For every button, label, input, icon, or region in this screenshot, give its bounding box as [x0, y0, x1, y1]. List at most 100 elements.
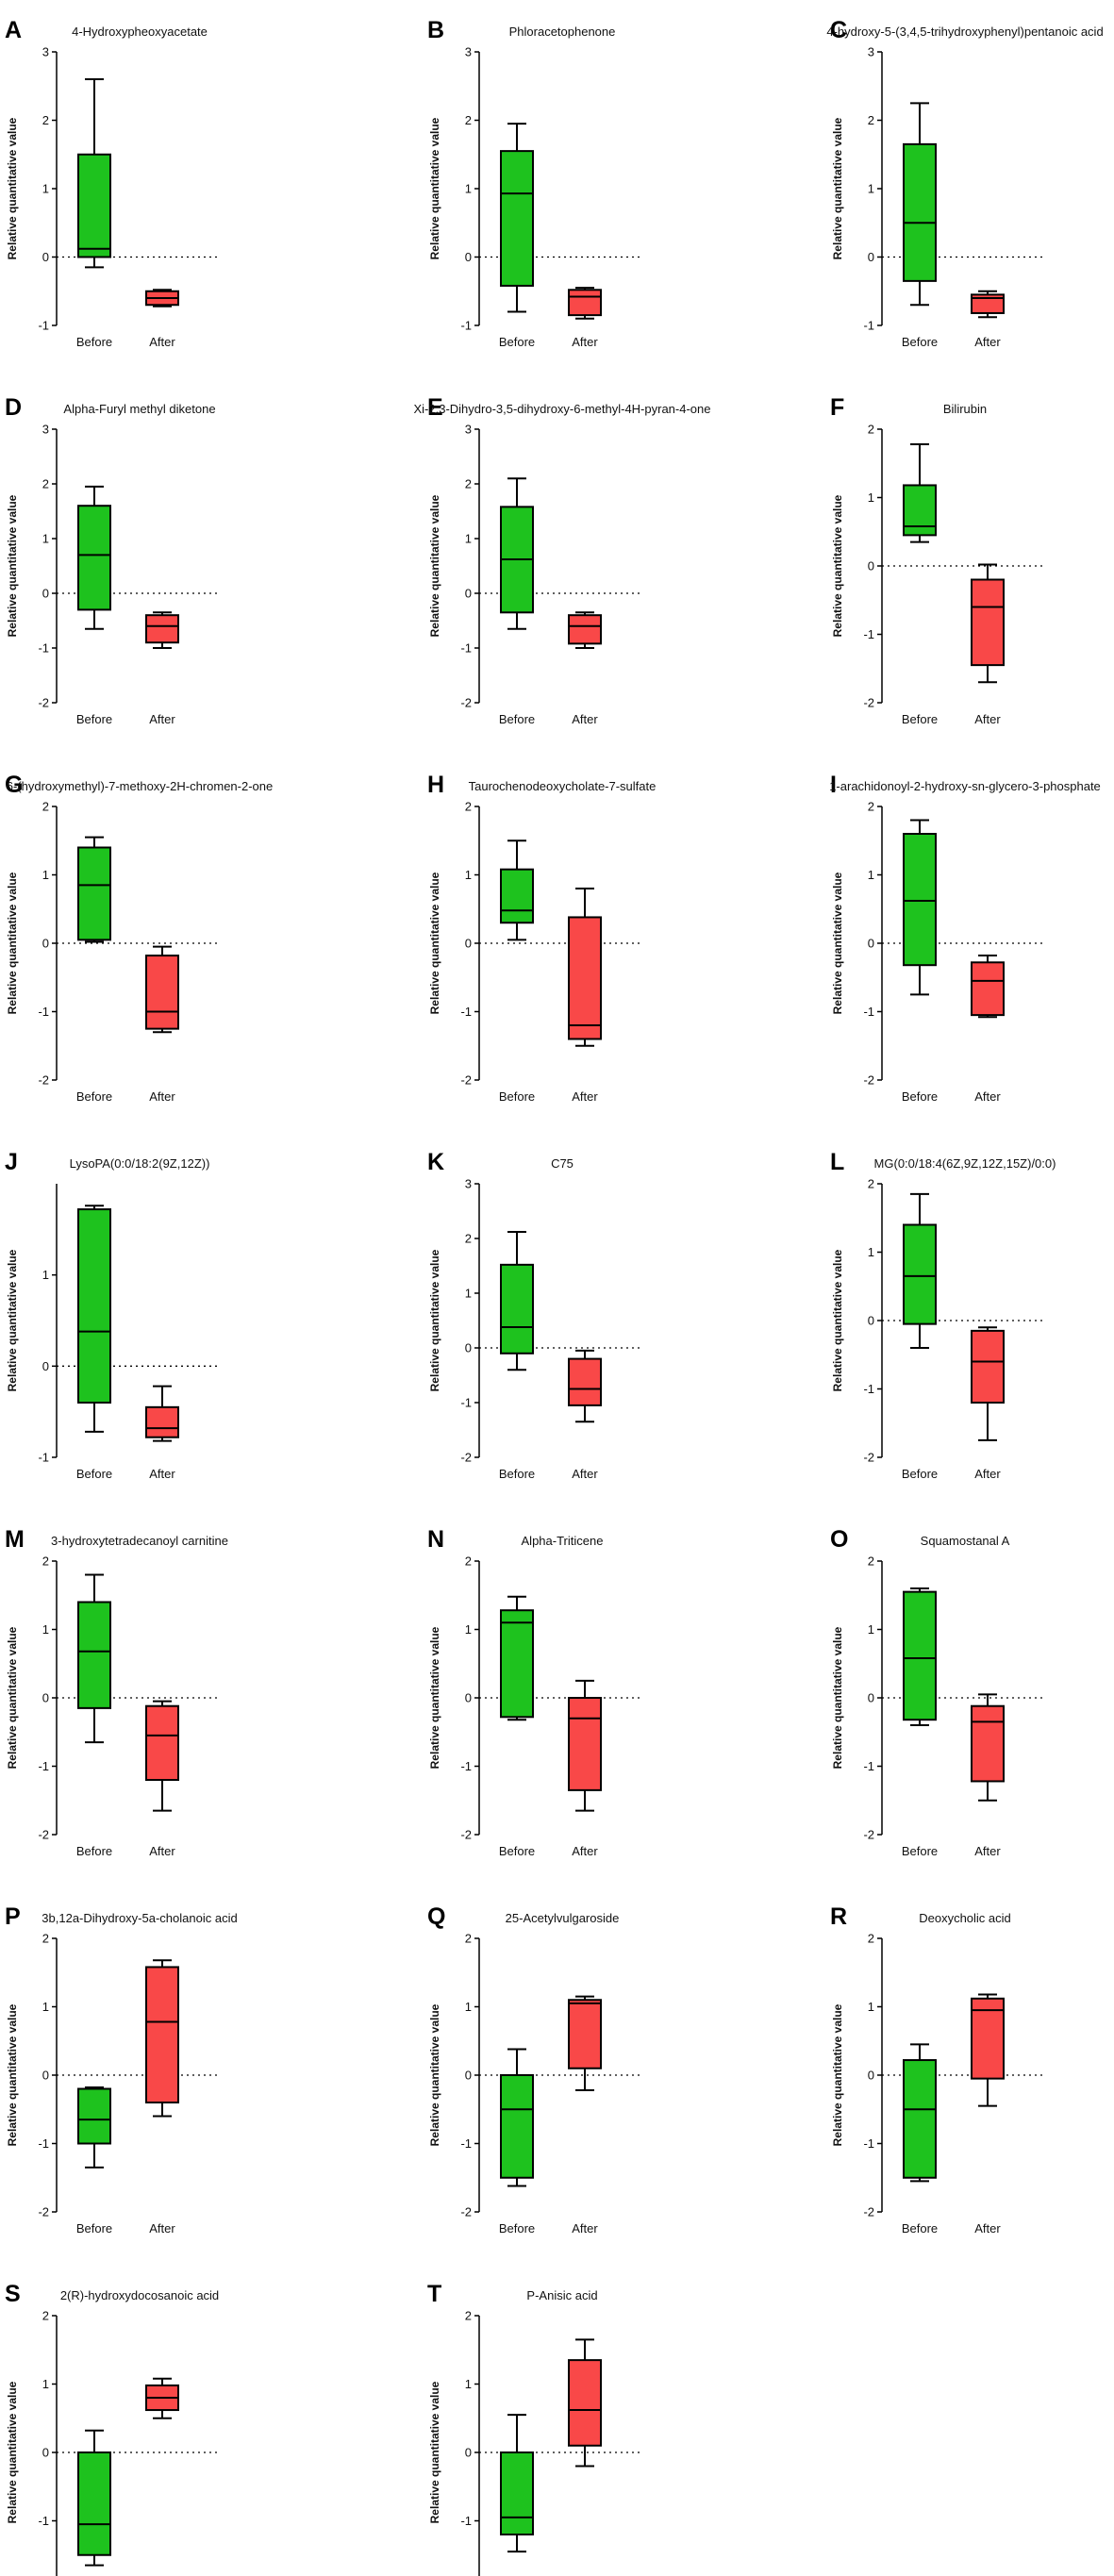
y-axis-label: Relative quantitative value — [428, 1626, 441, 1769]
y-tick-label: 1 — [868, 182, 874, 196]
box-before — [77, 2429, 111, 2567]
panel-letter: H — [427, 772, 444, 798]
panel-letter: C — [830, 17, 847, 43]
iqr-box — [145, 955, 179, 1030]
y-tick-label: -1 — [38, 1759, 49, 1773]
box-before — [903, 2043, 937, 2183]
panel-title: C75 — [551, 1156, 574, 1171]
x-category-label: After — [149, 712, 175, 726]
iqr-box — [77, 846, 111, 941]
y-tick-label: 0 — [868, 2069, 874, 2083]
y-tick-label: -1 — [863, 2136, 874, 2151]
y-tick-label: -1 — [460, 319, 472, 333]
y-tick-label: -2 — [863, 2205, 874, 2219]
panel-title: Deoxycholic acid — [919, 1911, 1011, 1925]
box-after — [145, 1700, 179, 1812]
x-category-label: After — [572, 1844, 598, 1858]
y-tick-label: 1 — [868, 2000, 874, 2014]
panel-title: MG(0:0/18:4(6Z,9Z,12Z,15Z)/0:0) — [874, 1156, 1056, 1171]
panel-title: 4-hydroxy-5-(3,4,5-trihydroxyphenyl)pent… — [826, 25, 1103, 39]
y-tick-label: 2 — [42, 1554, 49, 1569]
iqr-box — [77, 505, 111, 611]
iqr-box — [145, 614, 179, 644]
y-tick-label: 0 — [465, 2069, 472, 2083]
y-tick-label: -1 — [863, 319, 874, 333]
iqr-box — [145, 1405, 179, 1438]
iqr-box — [971, 961, 1005, 1017]
x-category-label: After — [572, 335, 598, 349]
iqr-box — [77, 2451, 111, 2556]
box-before — [500, 123, 534, 313]
y-axis-label: Relative quantitative value — [831, 2003, 844, 2146]
panel-d: D Alpha-Furyl methyl diketone -2 -1 0 1 2 3 Rela… — [5, 394, 217, 726]
y-tick-label: -1 — [460, 1759, 472, 1773]
iqr-box — [568, 1357, 602, 1406]
y-tick-label: 2 — [42, 1932, 49, 1946]
iqr-box — [500, 1609, 534, 1719]
box-before — [903, 819, 937, 996]
panel-a: A 4-Hydroxypheoxyacetate -1 0 1 2 3 Relative qu… — [5, 17, 217, 349]
panel-title: Xi-2,3-Dihydro-3,5-dihydroxy-6-methyl-4H… — [413, 402, 710, 416]
x-category-label: Before — [76, 335, 112, 349]
panel-g: G6-(hydroxymethyl)-7-methoxy-2H-chromen-… — [5, 772, 273, 1104]
y-tick-label: -1 — [38, 2514, 49, 2528]
y-tick-label: 0 — [42, 1691, 49, 1705]
y-tick-label: -2 — [863, 1073, 874, 1088]
box-before — [500, 1231, 534, 1371]
box-before — [77, 78, 111, 269]
y-tick-label: 0 — [465, 1691, 472, 1705]
iqr-box — [77, 153, 111, 258]
panel-c: C4-hydroxy-5-(3,4,5-trihydroxyphenyl)pen… — [826, 17, 1103, 349]
y-tick-label: -1 — [38, 641, 49, 656]
panel-e: EXi-2,3-Dihydro-3,5-dihydroxy-6-methyl-4… — [413, 394, 710, 726]
y-axis-label: Relative quantitative value — [428, 494, 441, 637]
y-tick-label: 0 — [868, 1691, 874, 1705]
y-tick-label: 2 — [465, 1932, 472, 1946]
y-tick-label: 3 — [42, 423, 49, 437]
y-tick-label: 1 — [42, 868, 49, 882]
y-tick-label: 1 — [42, 532, 49, 546]
y-tick-label: 0 — [42, 587, 49, 601]
panel-o: O Squamostanal A -2 -1 0 1 2 Relative quantitat… — [830, 1526, 1042, 1858]
y-axis-label: Relative quantitative value — [831, 1626, 844, 1769]
y-tick-label: 0 — [42, 2069, 49, 2083]
y-tick-label: 2 — [868, 113, 874, 127]
panel-letter: L — [830, 1149, 844, 1175]
y-tick-label: 0 — [465, 1341, 472, 1355]
panel-k: K C75 -2 -1 0 1 2 3 Relative quantitative value B… — [427, 1149, 640, 1481]
y-tick-label: 1 — [465, 2377, 472, 2391]
panel-letter: O — [830, 1526, 848, 1553]
box-before — [500, 2414, 534, 2553]
y-tick-label: 0 — [465, 587, 472, 601]
x-category-label: After — [149, 335, 175, 349]
x-category-label: After — [974, 1467, 1001, 1481]
y-tick-label: 1 — [42, 1622, 49, 1637]
x-category-label: After — [149, 2221, 175, 2235]
y-tick-label: 2 — [42, 477, 49, 491]
x-category-label: Before — [902, 335, 938, 349]
y-tick-label: -2 — [38, 696, 49, 710]
y-tick-label: 0 — [42, 937, 49, 951]
panel-letter: E — [427, 394, 443, 421]
y-tick-label: 0 — [465, 937, 472, 951]
box-before — [903, 442, 937, 543]
panel-letter: I — [830, 772, 837, 798]
y-tick-label: 2 — [868, 800, 874, 814]
iqr-box — [568, 2359, 602, 2447]
y-tick-label: -1 — [460, 1005, 472, 1019]
panel-j: J LysoPA(0:0/18:2(9Z,12Z)) -1 0 1 Relative qu… — [5, 1149, 217, 1481]
box-after — [145, 611, 179, 649]
y-tick-label: -1 — [863, 1759, 874, 1773]
iqr-box — [145, 1704, 179, 1781]
x-category-label: Before — [76, 1844, 112, 1858]
box-before — [77, 836, 111, 943]
box-after — [971, 1693, 1005, 1802]
y-tick-label: 1 — [465, 182, 472, 196]
x-category-label: Before — [902, 1844, 938, 1858]
y-axis-label: Relative quantitative value — [428, 2003, 441, 2146]
iqr-box — [568, 289, 602, 317]
box-before — [500, 1595, 534, 1721]
y-tick-label: 2 — [868, 1932, 874, 1946]
